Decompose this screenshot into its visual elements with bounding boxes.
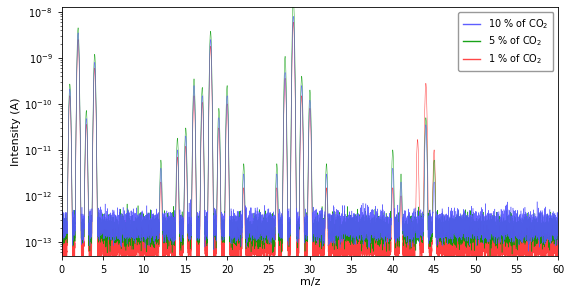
5 % of CO$_2$ xyxy=(132,226,139,230)
5 % of CO$_2$ xyxy=(312,224,319,228)
X-axis label: m/z: m/z xyxy=(300,277,320,287)
5 % of CO$_2$ xyxy=(487,254,494,258)
1 % of CO$_2$ xyxy=(312,224,319,227)
10 % of CO$_2$ xyxy=(506,271,513,274)
10 % of CO$_2$ xyxy=(312,247,319,250)
Line: 10 % of CO$_2$: 10 % of CO$_2$ xyxy=(62,22,559,273)
1 % of CO$_2$ xyxy=(360,233,367,236)
5 % of CO$_2$ xyxy=(186,236,193,239)
Y-axis label: Intensity (A): Intensity (A) xyxy=(11,97,21,166)
Line: 5 % of CO$_2$: 5 % of CO$_2$ xyxy=(62,0,559,256)
5 % of CO$_2$ xyxy=(290,0,297,2)
5 % of CO$_2$ xyxy=(555,227,562,230)
5 % of CO$_2$ xyxy=(360,213,367,217)
Line: 1 % of CO$_2$: 1 % of CO$_2$ xyxy=(62,16,559,251)
10 % of CO$_2$ xyxy=(58,234,65,237)
10 % of CO$_2$ xyxy=(360,233,367,237)
1 % of CO$_2$ xyxy=(58,212,65,215)
1 % of CO$_2$ xyxy=(555,223,562,226)
1 % of CO$_2$ xyxy=(290,15,297,18)
1 % of CO$_2$ xyxy=(186,222,193,225)
10 % of CO$_2$ xyxy=(320,238,327,242)
5 % of CO$_2$ xyxy=(58,217,65,220)
10 % of CO$_2$ xyxy=(290,20,297,24)
10 % of CO$_2$ xyxy=(84,160,91,164)
1 % of CO$_2$ xyxy=(525,250,532,253)
5 % of CO$_2$ xyxy=(84,146,91,150)
5 % of CO$_2$ xyxy=(320,217,327,220)
10 % of CO$_2$ xyxy=(132,233,139,237)
10 % of CO$_2$ xyxy=(186,232,193,236)
Legend: 10 % of CO$_2$, 5 % of CO$_2$, 1 % of CO$_2$: 10 % of CO$_2$, 5 % of CO$_2$, 1 % of CO… xyxy=(458,12,553,71)
1 % of CO$_2$ xyxy=(132,224,139,228)
1 % of CO$_2$ xyxy=(320,229,327,232)
1 % of CO$_2$ xyxy=(84,155,91,158)
10 % of CO$_2$ xyxy=(555,246,562,250)
